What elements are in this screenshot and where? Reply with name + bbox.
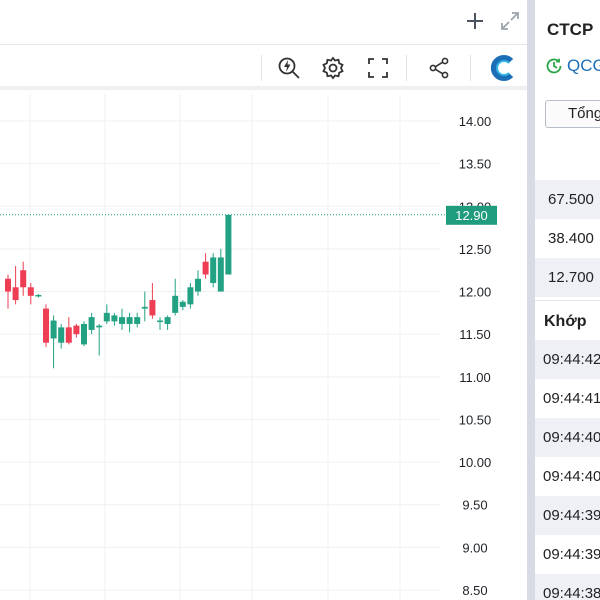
candle-body (50, 320, 57, 339)
y-tick-label: 8.50 (462, 583, 487, 598)
chart-grid (0, 94, 440, 600)
brand-logo-icon[interactable] (488, 53, 518, 83)
y-tick-label: 12.00 (459, 285, 492, 300)
expand-arrows-icon[interactable] (497, 8, 523, 34)
trade-time: 09:44:41 (543, 390, 600, 407)
panel-header (0, 0, 527, 45)
candle-body (172, 295, 179, 313)
y-tick-label: 11.50 (459, 327, 491, 342)
y-tick-label: 14.00 (459, 114, 492, 129)
candle-body (202, 261, 209, 275)
candle-body (134, 317, 141, 324)
price-level: 12.700 (535, 258, 600, 297)
candle-body (58, 327, 65, 343)
y-tick-label: 10.50 (459, 412, 492, 427)
y-tick-label: 10.00 (459, 455, 492, 470)
candles (5, 214, 232, 369)
candle-body (111, 315, 118, 322)
candle-body (88, 317, 95, 330)
price-axis: 14.0013.5013.0012.5012.0011.5011.0010.50… (0, 114, 497, 598)
trade-time: 09:44:39 (543, 546, 600, 563)
trade-time: 09:44:39 (535, 496, 600, 535)
trade-time: 09:44:40 (543, 468, 600, 485)
toolbar-divider (261, 55, 262, 81)
candle-body (210, 257, 217, 284)
tab-total[interactable]: Tổng (545, 100, 600, 128)
candle-body (65, 327, 72, 343)
candle-body (43, 308, 49, 343)
candle-body (149, 300, 156, 316)
candle-body (5, 278, 11, 292)
price-chart[interactable]: 14.0013.5013.0012.5012.0011.5011.0010.50… (0, 94, 527, 600)
trade-time: 09:44:42 (535, 340, 600, 379)
toolbar-divider (406, 55, 407, 81)
candle-body (164, 317, 171, 324)
y-tick-label: 11.00 (459, 370, 491, 385)
price-level: 67.500 (535, 180, 600, 219)
lightning-search-icon[interactable] (274, 53, 304, 83)
clock-icon (546, 58, 562, 74)
candle-body (35, 294, 42, 297)
toolbar-divider (470, 55, 471, 81)
y-tick-label: 9.00 (462, 540, 487, 555)
ticker-symbol: QCG (567, 56, 600, 75)
candle-body (119, 317, 125, 324)
candle-body (179, 301, 186, 307)
candle-body (141, 306, 148, 309)
stock-detail-panel: CTCP QCG Tổng 67.500 38.400 12.700 Khớp … (535, 0, 600, 600)
y-tick-label: 13.50 (459, 157, 492, 172)
last-price-label: 12.90 (455, 208, 488, 223)
candle-body (157, 320, 163, 323)
candle-body (81, 323, 87, 345)
candle-body (27, 287, 34, 296)
chart-toolbar (0, 45, 527, 90)
gear-icon[interactable] (318, 53, 348, 83)
y-tick-label: 9.50 (462, 498, 487, 513)
y-tick-label: 12.50 (459, 242, 492, 257)
trade-time: 09:44:38 (535, 574, 600, 600)
candle-body (12, 287, 19, 301)
candle-body (225, 214, 232, 275)
matched-orders-header: Khớp (535, 300, 600, 340)
chart-panel: 14.0013.5013.0012.5012.0011.5011.0010.50… (0, 0, 527, 600)
candle-body (195, 278, 201, 292)
trade-time: 09:44:40 (535, 418, 600, 457)
plus-icon[interactable] (462, 8, 488, 34)
company-title: CTCP (547, 20, 594, 39)
last-price-tag (446, 205, 497, 225)
share-icon[interactable] (424, 53, 454, 83)
ticker-row[interactable]: QCG (545, 56, 600, 76)
candle-body (96, 325, 103, 328)
candle-body (103, 312, 110, 322)
candle-body (126, 317, 133, 324)
fullscreen-icon[interactable] (363, 53, 393, 83)
candle-body (217, 257, 224, 292)
price-level: 38.400 (548, 230, 594, 247)
candle-body (20, 270, 27, 288)
candle-body (73, 325, 80, 335)
candle-body (187, 287, 194, 305)
